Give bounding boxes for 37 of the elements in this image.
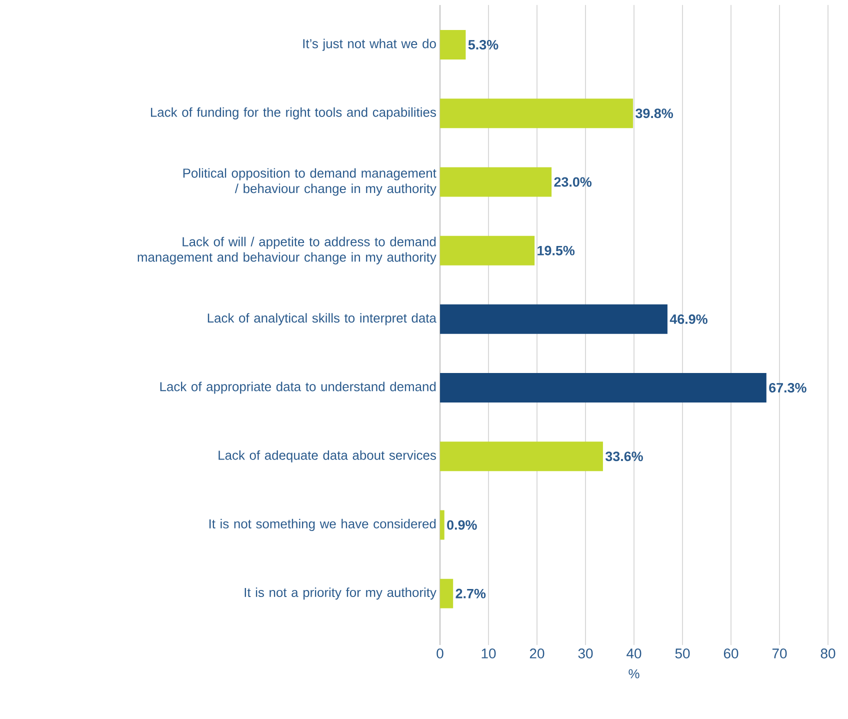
x-tick-label: 80 [820,648,836,658]
y-tick-label: It’s just not what we do [303,38,436,51]
data-label: 0.9% [447,520,477,530]
x-tick-label: 10 [482,648,496,658]
data-label: 67.3% [769,382,806,393]
y-tick-label: Political opposition to demand management / behaviour change in my authority [183,168,436,196]
bar [440,510,444,540]
x-axis-title: % [628,669,640,678]
y-tick-label: Lack of funding for the right tools and capabilities [151,107,436,120]
x-tick-label: 20 [530,648,544,658]
y-tick-label: Lack of analytical skills to interpret data [208,313,436,326]
y-tick-label: Lack of will / appetite to address to demand management and behaviour change in my authority [138,236,436,264]
data-label: 5.3% [468,40,498,50]
x-tick-label: 0 [436,648,444,658]
y-tick-label: Lack of adequate data about services [218,450,436,462]
x-tick-label: 30 [578,648,593,658]
y-tick-label: Lack of appropriate data to understand demand [160,382,436,394]
x-tick-label: 70 [772,648,787,658]
bar [440,236,535,266]
bar [440,304,668,334]
x-tick-label: 50 [675,648,690,658]
bar [440,30,466,60]
x-tick-label: 40 [626,648,642,658]
data-label: 2.7% [456,588,486,598]
bar [440,167,552,197]
data-label: 33.6% [605,452,643,462]
bar [440,578,454,608]
data-label: 46.9% [670,314,708,324]
y-tick-label: It is not something we have considered [209,518,436,531]
data-label: 39.8% [636,108,674,118]
data-label: 19.5% [538,246,575,256]
y-tick-label: It is not a priority for my authority [244,588,436,600]
bar [440,98,634,128]
data-label: 23.0% [554,177,592,187]
bar [440,442,603,472]
x-tick-label: 60 [724,648,738,658]
bar [440,373,766,403]
